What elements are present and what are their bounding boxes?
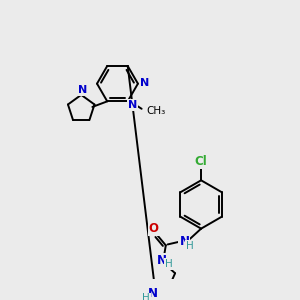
Text: N: N: [179, 235, 189, 248]
Text: H: H: [165, 259, 172, 269]
Text: O: O: [149, 222, 159, 235]
Text: N: N: [157, 254, 167, 267]
Text: H: H: [142, 293, 150, 300]
Text: N: N: [128, 100, 137, 110]
Text: N: N: [148, 287, 158, 300]
Text: N: N: [79, 85, 88, 95]
Text: Cl: Cl: [195, 155, 208, 168]
Text: N: N: [140, 78, 149, 88]
Text: CH₃: CH₃: [146, 106, 166, 116]
Text: H: H: [186, 241, 194, 251]
